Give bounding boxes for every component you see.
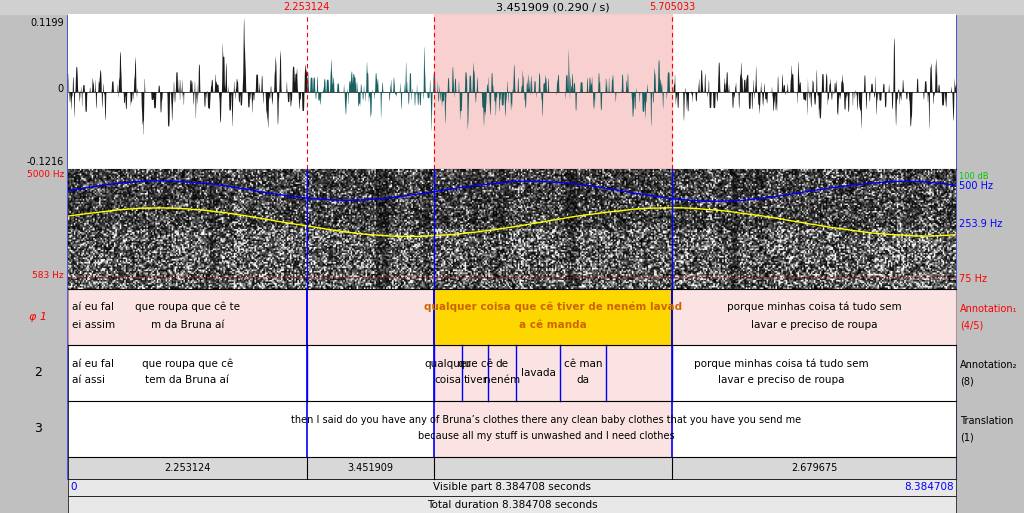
Text: Annotation₂: Annotation₂ xyxy=(961,360,1018,370)
Text: lavar e preciso de roupa: lavar e preciso de roupa xyxy=(718,375,844,385)
Bar xyxy=(433,401,672,457)
Bar xyxy=(68,496,956,513)
Bar xyxy=(68,14,956,479)
Text: 3.451909: 3.451909 xyxy=(347,463,393,473)
Bar xyxy=(0,0,1024,14)
Text: 253.9 Hz: 253.9 Hz xyxy=(959,219,1002,229)
Bar xyxy=(68,457,956,479)
Text: 5000 Hz: 5000 Hz xyxy=(27,170,63,179)
Text: tem da Bruna aí: tem da Bruna aí xyxy=(145,375,229,385)
Text: 583 Hz: 583 Hz xyxy=(33,270,63,280)
Text: da: da xyxy=(577,375,590,385)
Text: 2: 2 xyxy=(34,366,42,380)
Text: lavada: lavada xyxy=(521,368,556,378)
Text: coisa: coisa xyxy=(434,375,461,385)
Text: 8.384708: 8.384708 xyxy=(904,483,954,492)
Text: lavar e preciso de roupa: lavar e preciso de roupa xyxy=(751,320,878,330)
Text: 2.679675: 2.679675 xyxy=(791,463,838,473)
Text: (8): (8) xyxy=(961,376,974,386)
Bar xyxy=(433,345,672,401)
Text: que roupa que cê te: que roupa que cê te xyxy=(135,302,240,312)
Bar xyxy=(68,169,956,289)
Text: qualquer coisa que cê tiver de neném lavad: qualquer coisa que cê tiver de neném lav… xyxy=(424,302,682,312)
Bar xyxy=(68,289,956,345)
Text: (4/5): (4/5) xyxy=(961,320,983,330)
Text: Visible part 8.384708 seconds: Visible part 8.384708 seconds xyxy=(433,483,591,492)
Text: aí assi: aí assi xyxy=(72,375,105,385)
Text: m da Bruna aí: m da Bruna aí xyxy=(151,320,224,330)
Text: 3.451909 (0.290 / s): 3.451909 (0.290 / s) xyxy=(496,2,609,12)
Text: 3: 3 xyxy=(34,423,42,436)
Text: neném: neném xyxy=(484,375,520,385)
Text: porque minhas coisa tá tudo sem: porque minhas coisa tá tudo sem xyxy=(693,359,868,369)
Text: Translation: Translation xyxy=(961,416,1014,426)
Text: aí eu fal: aí eu fal xyxy=(72,302,114,312)
Text: -0.1216: -0.1216 xyxy=(27,157,63,167)
Text: que cê: que cê xyxy=(458,359,493,369)
Text: 75 Hz: 75 Hz xyxy=(959,274,987,284)
Text: φ 1: φ 1 xyxy=(29,312,47,322)
Text: tiver: tiver xyxy=(463,375,487,385)
Text: 0.1199: 0.1199 xyxy=(31,18,63,28)
Text: 0: 0 xyxy=(70,483,77,492)
Text: 100 dB: 100 dB xyxy=(959,172,988,181)
Text: aí eu fal: aí eu fal xyxy=(72,359,114,369)
Text: because all my stuff is unwashed and I need clothes: because all my stuff is unwashed and I n… xyxy=(418,431,675,441)
Text: a cê manda: a cê manda xyxy=(519,320,587,330)
Bar xyxy=(68,14,956,169)
Bar xyxy=(433,14,672,169)
Bar xyxy=(68,345,956,401)
Text: que roupa que cê: que roupa que cê xyxy=(141,359,232,369)
Text: then I said do you have any of Bruna’s clothes there any clean baby clothes that: then I said do you have any of Bruna’s c… xyxy=(291,415,801,425)
Text: ei assim: ei assim xyxy=(72,320,115,330)
Text: 2.253124: 2.253124 xyxy=(284,2,330,12)
Bar xyxy=(433,289,672,345)
Text: porque minhas coisa tá tudo sem: porque minhas coisa tá tudo sem xyxy=(727,302,901,312)
Bar xyxy=(68,289,956,345)
Text: qualquer: qualquer xyxy=(425,359,471,369)
Bar xyxy=(68,401,956,457)
Text: Total duration 8.384708 seconds: Total duration 8.384708 seconds xyxy=(427,500,597,509)
Text: 0: 0 xyxy=(58,85,63,94)
Text: (1): (1) xyxy=(961,432,974,442)
Text: Annotation₁: Annotation₁ xyxy=(961,304,1018,314)
Text: 5.705033: 5.705033 xyxy=(649,2,695,12)
Bar xyxy=(68,479,956,496)
Text: cê man: cê man xyxy=(564,359,602,369)
Text: de: de xyxy=(496,359,509,369)
Text: 2.253124: 2.253124 xyxy=(164,463,211,473)
Text: 500 Hz: 500 Hz xyxy=(959,181,993,191)
